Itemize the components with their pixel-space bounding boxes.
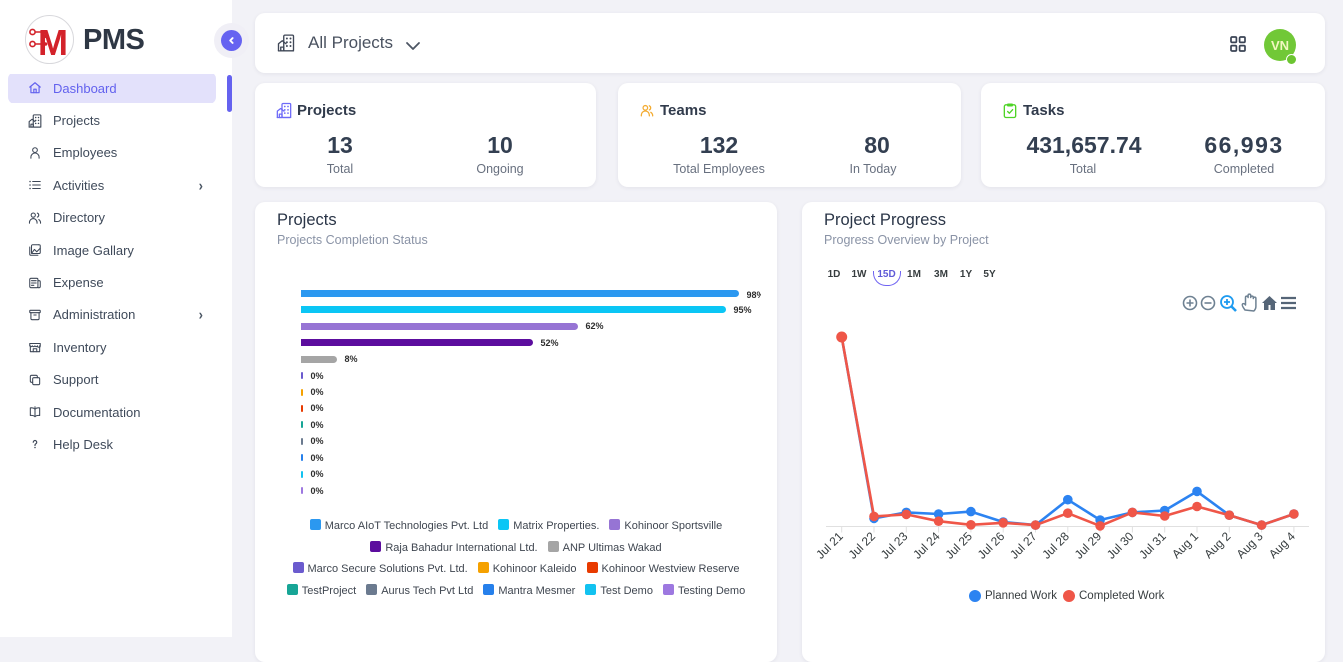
svg-text:Jul 27: Jul 27	[1007, 529, 1040, 562]
svg-text:Jul 26: Jul 26	[975, 529, 1008, 562]
svg-text:Jul 22: Jul 22	[846, 529, 879, 562]
svg-text:Jul 24: Jul 24	[910, 529, 943, 562]
svg-text:Jul 30: Jul 30	[1104, 529, 1137, 562]
svg-text:Jul 25: Jul 25	[942, 529, 975, 562]
svg-text:Jul 28: Jul 28	[1039, 529, 1072, 562]
svg-text:Jul 31: Jul 31	[1136, 529, 1169, 562]
svg-text:Aug 3: Aug 3	[1234, 529, 1266, 561]
svg-text:Aug 4: Aug 4	[1266, 529, 1298, 561]
svg-text:Jul 21: Jul 21	[813, 529, 846, 562]
svg-text:Aug 1: Aug 1	[1169, 529, 1201, 561]
svg-text:M: M	[38, 22, 68, 61]
svg-text:Jul 29: Jul 29	[1072, 529, 1105, 562]
svg-text:Jul 23: Jul 23	[878, 529, 911, 562]
svg-text:Aug 2: Aug 2	[1201, 529, 1233, 561]
